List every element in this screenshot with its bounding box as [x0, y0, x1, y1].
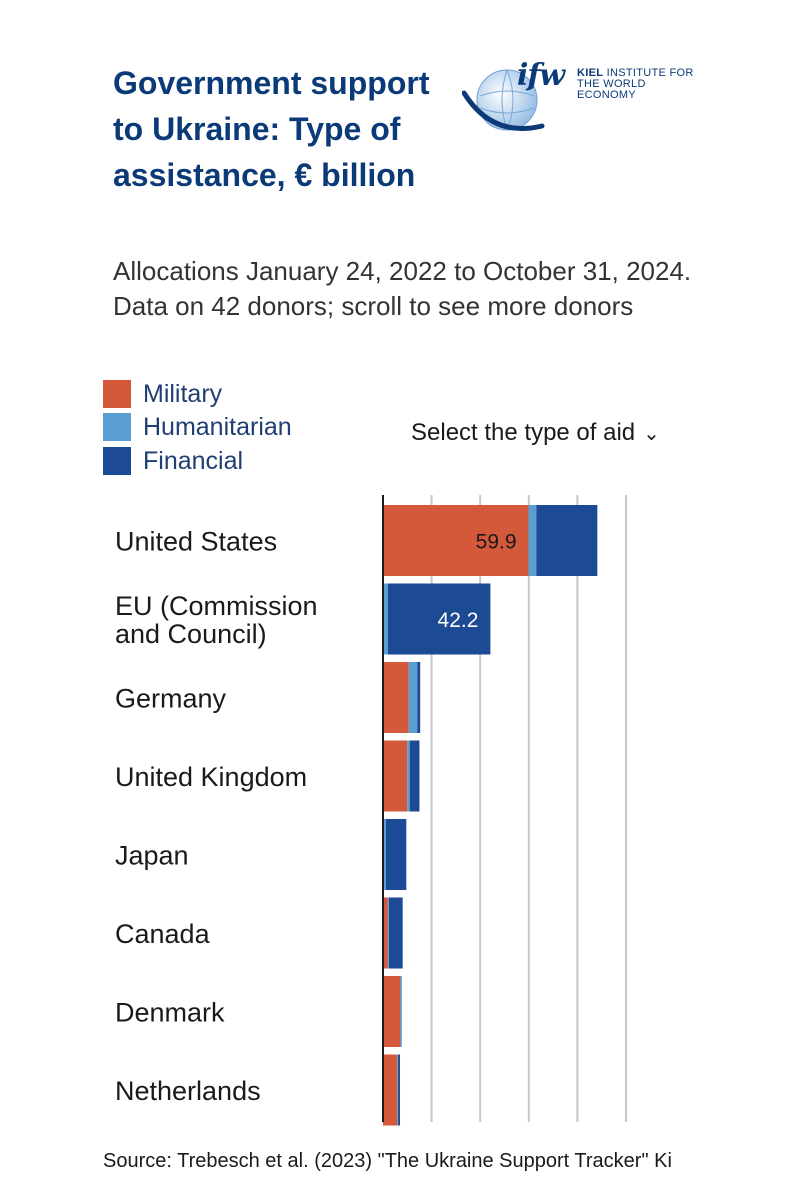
legend-item-military: Military [103, 379, 363, 408]
bar-segment-military[interactable] [383, 1054, 398, 1126]
legend-label-financial: Financial [143, 447, 244, 475]
category-label: Denmark [115, 998, 225, 1028]
bar-segment-financial[interactable] [409, 740, 420, 812]
category-label: Canada [115, 919, 211, 949]
bar-segment-humanitarian[interactable] [407, 740, 410, 812]
bar-segment-financial[interactable] [536, 505, 598, 576]
logo-text-line1: INSTITUTE FOR [603, 67, 694, 79]
legend-item-humanitarian: Humanitarian [103, 412, 363, 441]
bar-segment-financial[interactable] [388, 897, 403, 969]
bar-segment-military[interactable] [383, 662, 409, 733]
bar-segment-financial[interactable] [400, 976, 402, 1047]
logo-mark: ifw [517, 58, 565, 93]
category-label: United States [115, 527, 277, 557]
bar-segment-military[interactable] [383, 505, 529, 576]
legend-label-military: Military [143, 380, 223, 408]
bar-segment-financial[interactable] [417, 662, 421, 733]
logo-text: KIEL INSTITUTE FOR THE WORLD ECONOMY [577, 68, 702, 101]
globe-icon [462, 69, 545, 132]
data-label: 42.2 [438, 609, 479, 632]
bar-segment-military[interactable] [383, 897, 388, 969]
aid-type-select-label: Select the type of aid [411, 419, 636, 446]
aid-type-select[interactable]: Select the type of aid ⌄ [411, 417, 660, 450]
bar-segment-financial[interactable] [398, 1054, 401, 1126]
bar-segment-military[interactable] [383, 976, 401, 1047]
legend-label-humanitarian: Humanitarian [143, 413, 292, 441]
bar-segment-humanitarian[interactable] [387, 897, 389, 969]
logo-text-line2: THE WORLD ECONOMY [577, 78, 646, 101]
legend-item-financial: Financial [103, 446, 363, 475]
bar-segment-humanitarian[interactable] [408, 662, 418, 733]
kiel-institute-logo: ifw KIEL INSTITUTE FOR THE WORLD ECONOMY [462, 58, 702, 148]
category-label: Netherlands [115, 1076, 261, 1106]
bar-segment-humanitarian[interactable] [383, 583, 388, 655]
chart-title: Government support to Ukraine: Type of a… [113, 65, 430, 193]
bar-segment-humanitarian[interactable] [528, 505, 537, 576]
bar-segment-military[interactable] [383, 740, 408, 812]
category-label: United Kingdom [115, 762, 307, 792]
bar-segment-financial[interactable] [385, 819, 407, 890]
bar-segment-humanitarian[interactable] [383, 819, 386, 890]
category-label: Germany [115, 684, 227, 714]
legend-swatch-humanitarian [103, 413, 131, 441]
legend-swatch-military [103, 380, 131, 408]
source-note: Source: Trebesch et al. (2023) "The Ukra… [103, 1150, 672, 1172]
chart-subtitle: Allocations January 24, 2022 to October … [113, 256, 692, 321]
bar-segment-humanitarian[interactable] [400, 976, 401, 1047]
bar-segment-humanitarian[interactable] [397, 1054, 399, 1126]
chevron-down-icon: ⌄ [643, 423, 660, 445]
data-label: 59.9 [476, 531, 517, 554]
logo-text-bold: KIEL [577, 67, 604, 79]
stacked-bar-chart: United States 59.9 EU (Commission and Counc… [115, 495, 627, 1126]
category-label: Japan [115, 841, 189, 871]
bar-segment-financial[interactable] [387, 583, 491, 655]
category-label: EU (Commission and Council) [115, 591, 318, 649]
legend-swatch-financial [103, 447, 131, 475]
